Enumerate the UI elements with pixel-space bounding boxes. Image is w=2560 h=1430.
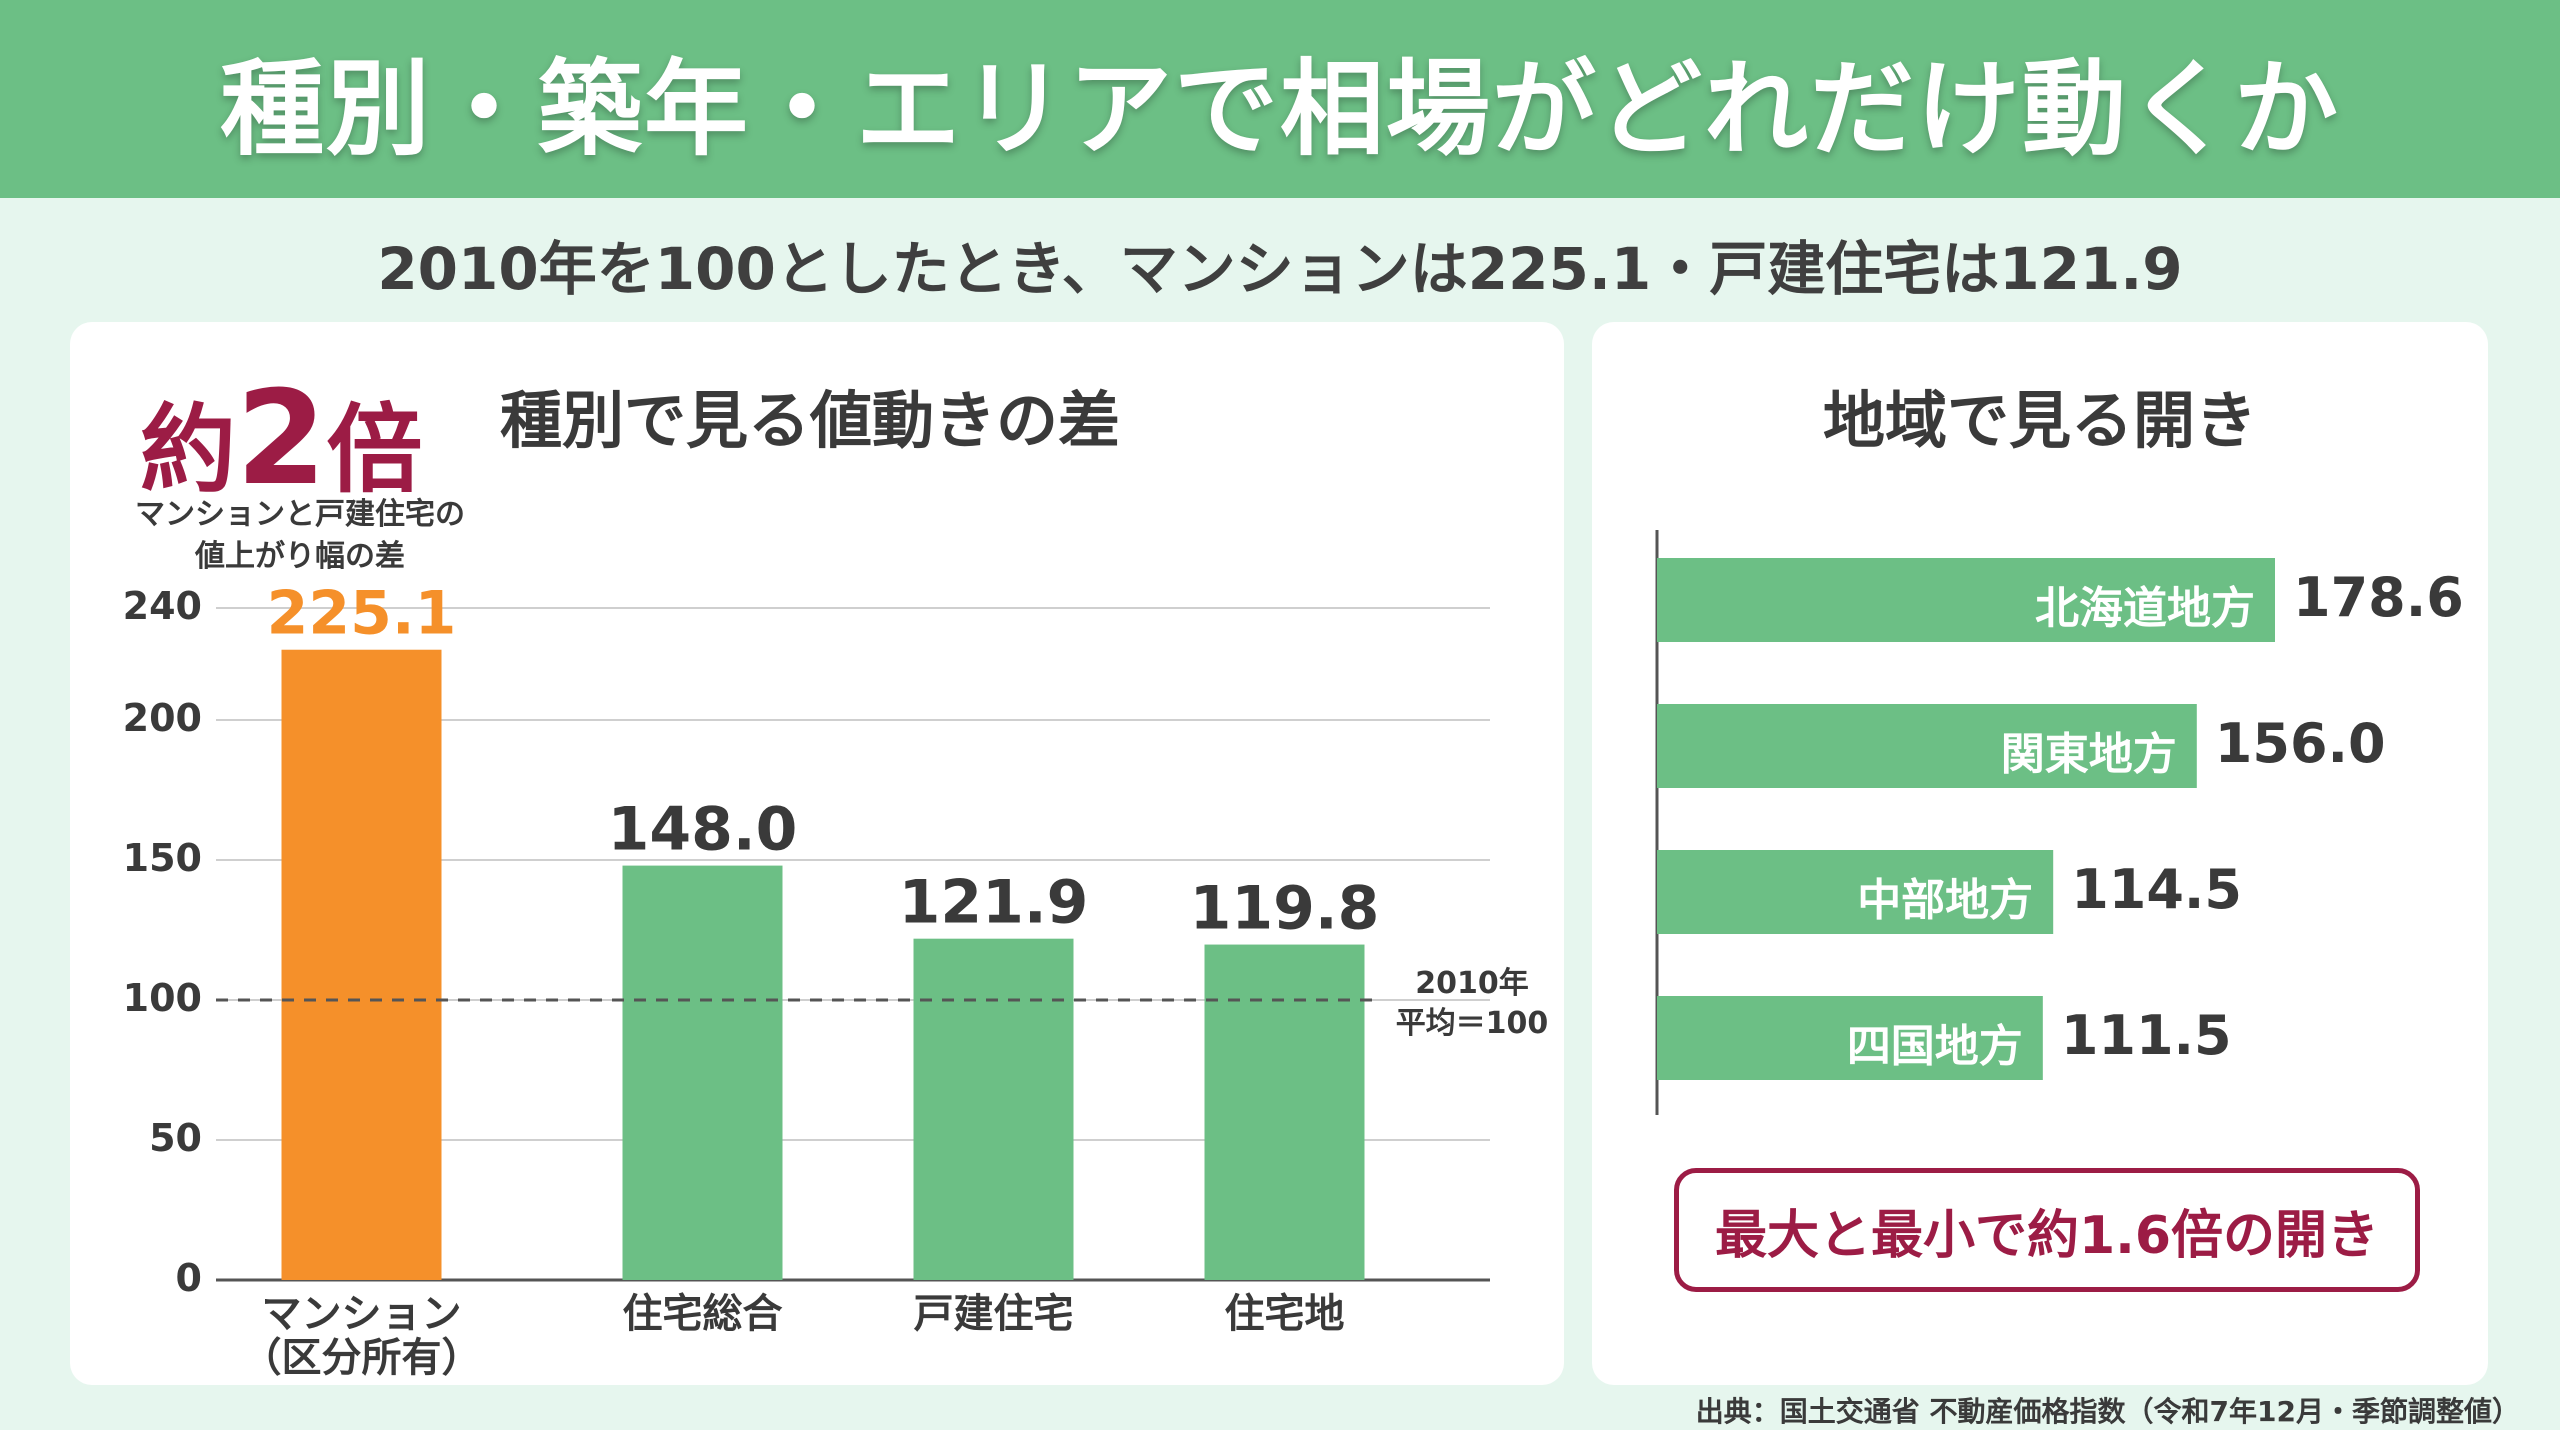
x-category-label: 戸建住宅 xyxy=(913,1291,1074,1337)
x-category-label: 住宅総合 xyxy=(622,1291,783,1337)
page-title: 種別・築年・エリアで相場がどれだけ動くか xyxy=(219,47,2340,170)
ratio-badge: 約2倍 xyxy=(140,362,422,514)
bar xyxy=(281,649,442,1280)
subtitle: 2010年を100としたとき、マンションは225.1・戸建住宅は121.9 xyxy=(377,235,2183,303)
region-name-label: 四国地方 xyxy=(1846,1021,2023,1072)
y-tick-label: 50 xyxy=(149,1116,202,1160)
region-value-label: 178.6 xyxy=(2293,566,2464,629)
region-bar xyxy=(1657,704,2197,788)
badge-note-line1: マンションと戸建住宅の xyxy=(135,497,465,532)
y-tick-label: 150 xyxy=(122,836,202,880)
badge-prefix: 約 xyxy=(140,394,236,506)
bar-value-label: 119.8 xyxy=(1190,874,1380,944)
region-value-label: 156.0 xyxy=(2214,712,2386,775)
bar-value-label: 225.1 xyxy=(267,579,457,649)
y-tick-label: 0 xyxy=(175,1256,202,1300)
header-banner: 種別・築年・エリアで相場がどれだけ動くか xyxy=(0,0,2560,198)
reference-label-line2: 平均＝100 xyxy=(1395,1006,1549,1041)
type-chart-title: 種別で見る値動きの差 xyxy=(500,384,1121,457)
region-value-label: 114.5 xyxy=(2071,858,2242,921)
region-bar xyxy=(1657,558,2275,642)
region-bar xyxy=(1657,996,2043,1080)
bar xyxy=(913,938,1074,1280)
region-chart-title: 地域で見る開き xyxy=(1822,384,2257,457)
region-name-label: 関東地方 xyxy=(2000,729,2177,780)
spread-callout: 最大と最小で約1.6倍の開き xyxy=(1674,1168,2420,1292)
region-value-label: 111.5 xyxy=(2060,1004,2232,1067)
bar xyxy=(622,865,783,1280)
reference-line-label: 2010年 平均＝100 xyxy=(1382,964,1562,1044)
y-tick-label: 240 xyxy=(122,584,202,628)
reference-label-line1: 2010年 xyxy=(1415,966,1529,1001)
x-category-label: マンション （区分所有） xyxy=(241,1291,482,1381)
badge-note: マンションと戸建住宅の 値上がり幅の差 xyxy=(120,494,480,578)
bar-value-label: 148.0 xyxy=(608,795,798,865)
region-bar xyxy=(1657,850,2054,934)
bar-value-label: 121.9 xyxy=(899,868,1089,938)
x-category-label: 住宅地 xyxy=(1224,1291,1345,1337)
region-name-label: 中部地方 xyxy=(1857,875,2034,926)
region-name-label: 北海道地方 xyxy=(2035,583,2255,634)
badge-suffix: 倍 xyxy=(326,394,423,506)
badge-note-line2: 値上がり幅の差 xyxy=(195,539,405,574)
y-tick-label: 200 xyxy=(122,696,202,740)
source-note: 出典：国土交通省 不動産価格指数（令和7年12月・季節調整値） xyxy=(1695,1395,2520,1428)
y-tick-label: 100 xyxy=(122,976,202,1020)
badge-number: 2 xyxy=(236,362,327,514)
